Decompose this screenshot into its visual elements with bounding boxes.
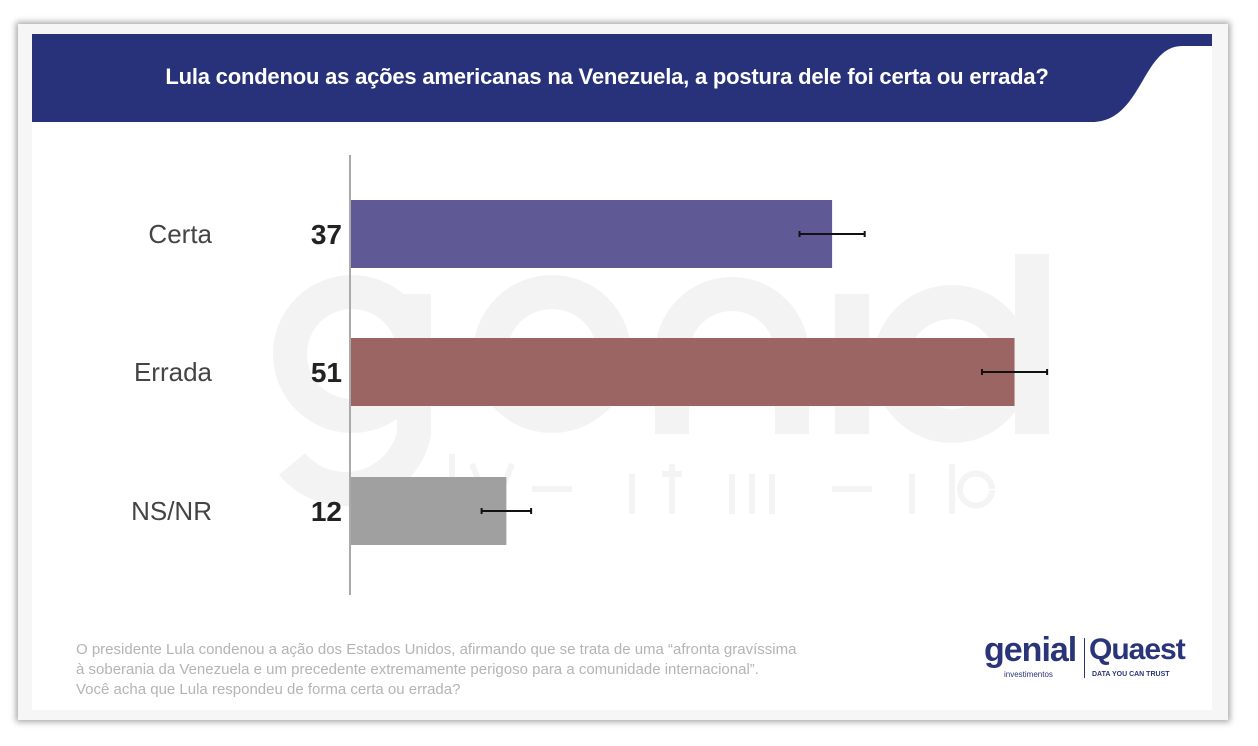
bar-certa: [350, 200, 833, 268]
category-label: Certa: [148, 219, 212, 249]
footnote-line: O presidente Lula condenou a ação dos Es…: [76, 641, 797, 658]
category-label: NS/NR: [131, 496, 212, 526]
category-label: Errada: [134, 357, 213, 387]
genial-logo-sub: investimentos: [1004, 670, 1053, 679]
quaest-logo: Quaest: [1089, 633, 1186, 666]
bar-errada: [350, 338, 1015, 406]
logo-divider: [1084, 638, 1085, 678]
header-banner: Lula condenou as ações americanas na Ven…: [32, 34, 1212, 122]
chart-panel: Lula condenou as ações americanas na Ven…: [32, 34, 1212, 710]
data-label: 51: [311, 357, 342, 388]
footnote-line: Você acha que Lula respondeu de forma ce…: [76, 681, 461, 698]
chart-card: Lula condenou as ações americanas na Ven…: [18, 24, 1228, 720]
data-label: 12: [311, 496, 342, 527]
bar-nsnr: [350, 477, 507, 545]
quaest-logo-sub: DATA YOU CAN TRUST: [1092, 671, 1170, 678]
genial-logo: genial: [984, 631, 1077, 669]
footnote-line: à soberania da Venezuela e um precedente…: [76, 661, 759, 678]
footnote: O presidente Lula condenou a ação dos Es…: [76, 640, 956, 700]
bar-chart: Certa 37 Errada 51 NS/NR 12: [131, 155, 1049, 595]
chart-title: Lula condenou as ações americanas na Ven…: [165, 64, 1049, 89]
data-label: 37: [311, 219, 342, 250]
